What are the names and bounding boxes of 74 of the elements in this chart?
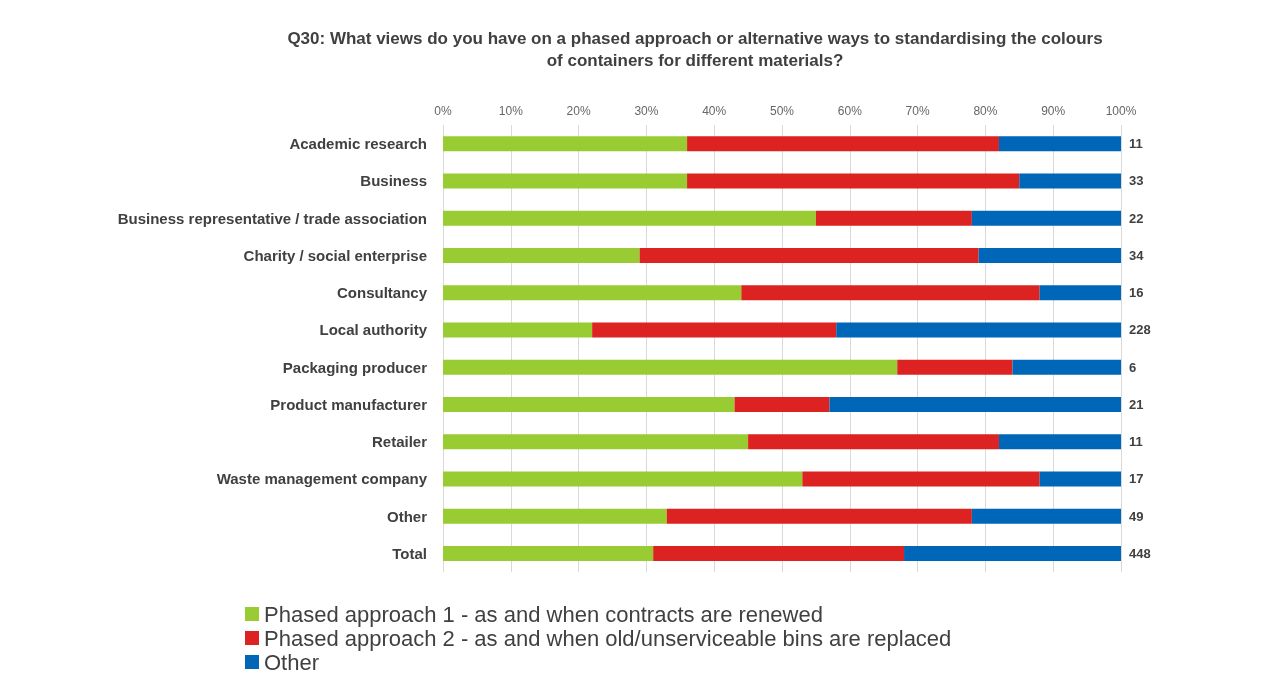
y-tick-label: Waste management company [216, 470, 428, 488]
y-tick-label: Business [360, 172, 427, 190]
bar [904, 545, 1121, 561]
bar [443, 359, 898, 375]
x-tick-label: 60% [837, 104, 863, 118]
bar [1012, 359, 1121, 375]
bar [653, 545, 905, 561]
x-tick-label: 30% [634, 104, 659, 118]
bar [443, 210, 816, 226]
text: 448 [1129, 545, 1151, 561]
bar [687, 136, 999, 152]
bar [897, 359, 1013, 375]
bar [741, 285, 1040, 301]
y-tick-label: Local authority [319, 321, 428, 339]
x-tick-label: 70% [905, 104, 930, 118]
text: 16 [1129, 285, 1144, 301]
text: 49 [1129, 508, 1144, 524]
x-tick-label: 20% [566, 104, 591, 118]
bar [443, 285, 742, 301]
bar [443, 545, 654, 561]
text: 17 [1129, 471, 1144, 487]
bar [1019, 173, 1121, 189]
text: 228 [1129, 322, 1151, 338]
y-tick-label: Retailer [371, 433, 428, 451]
x-tick-label: 40% [702, 104, 727, 118]
text: 22 [1129, 210, 1144, 226]
bar [978, 247, 1121, 263]
text: 11 [1129, 434, 1143, 450]
x-tick-label: 0% [434, 104, 452, 118]
x-tick-label: 50% [769, 104, 795, 118]
bar [829, 396, 1121, 412]
text: 11 [1129, 136, 1143, 152]
x-tick-label: 100% [1105, 104, 1137, 118]
legend-label: Other [264, 649, 320, 675]
bar [443, 322, 593, 338]
text: 21 [1129, 396, 1144, 412]
text: 33 [1129, 173, 1144, 189]
y-tick-label: Product manufacturer [270, 395, 428, 413]
y-tick-label: Packaging producer [282, 358, 428, 376]
y-tick-label: Academic research [289, 135, 427, 153]
y-tick-label: Total [392, 544, 427, 562]
bar [639, 247, 979, 263]
bar [443, 247, 640, 263]
bar [971, 210, 1121, 226]
bar [1039, 285, 1121, 301]
bar [666, 508, 972, 524]
y-tick-label: Charity / social enterprise [243, 246, 427, 264]
bar [802, 471, 1040, 487]
bar [815, 210, 972, 226]
bar [443, 396, 735, 412]
bar [836, 322, 1121, 338]
text: 34 [1129, 247, 1145, 263]
bar [1039, 471, 1121, 487]
x-tick-label: 10% [498, 104, 524, 118]
bar [734, 396, 830, 412]
bar [443, 173, 688, 189]
bar [443, 471, 803, 487]
bar [748, 434, 999, 450]
x-tick-label: 80% [973, 104, 998, 118]
y-tick-label: Business representative / trade association [117, 209, 427, 227]
bar [687, 173, 1020, 189]
bar [443, 136, 688, 152]
text: 6 [1129, 359, 1137, 375]
bar [971, 508, 1121, 524]
bar [998, 434, 1121, 450]
bar [592, 322, 837, 338]
bar [443, 434, 749, 450]
chart-title: Q30: What views do you have on a phased approach or alternative ways to standardising the colours of containers for different materials? [287, 28, 1103, 70]
x-tick-label: 90% [1041, 104, 1066, 118]
y-tick-label: Consultancy [336, 284, 428, 302]
legend-label: Phased approach 1 - as and when contracts are renewed [264, 601, 823, 627]
bar [998, 136, 1121, 152]
y-tick-label: Other [386, 507, 428, 525]
bar [443, 508, 667, 524]
